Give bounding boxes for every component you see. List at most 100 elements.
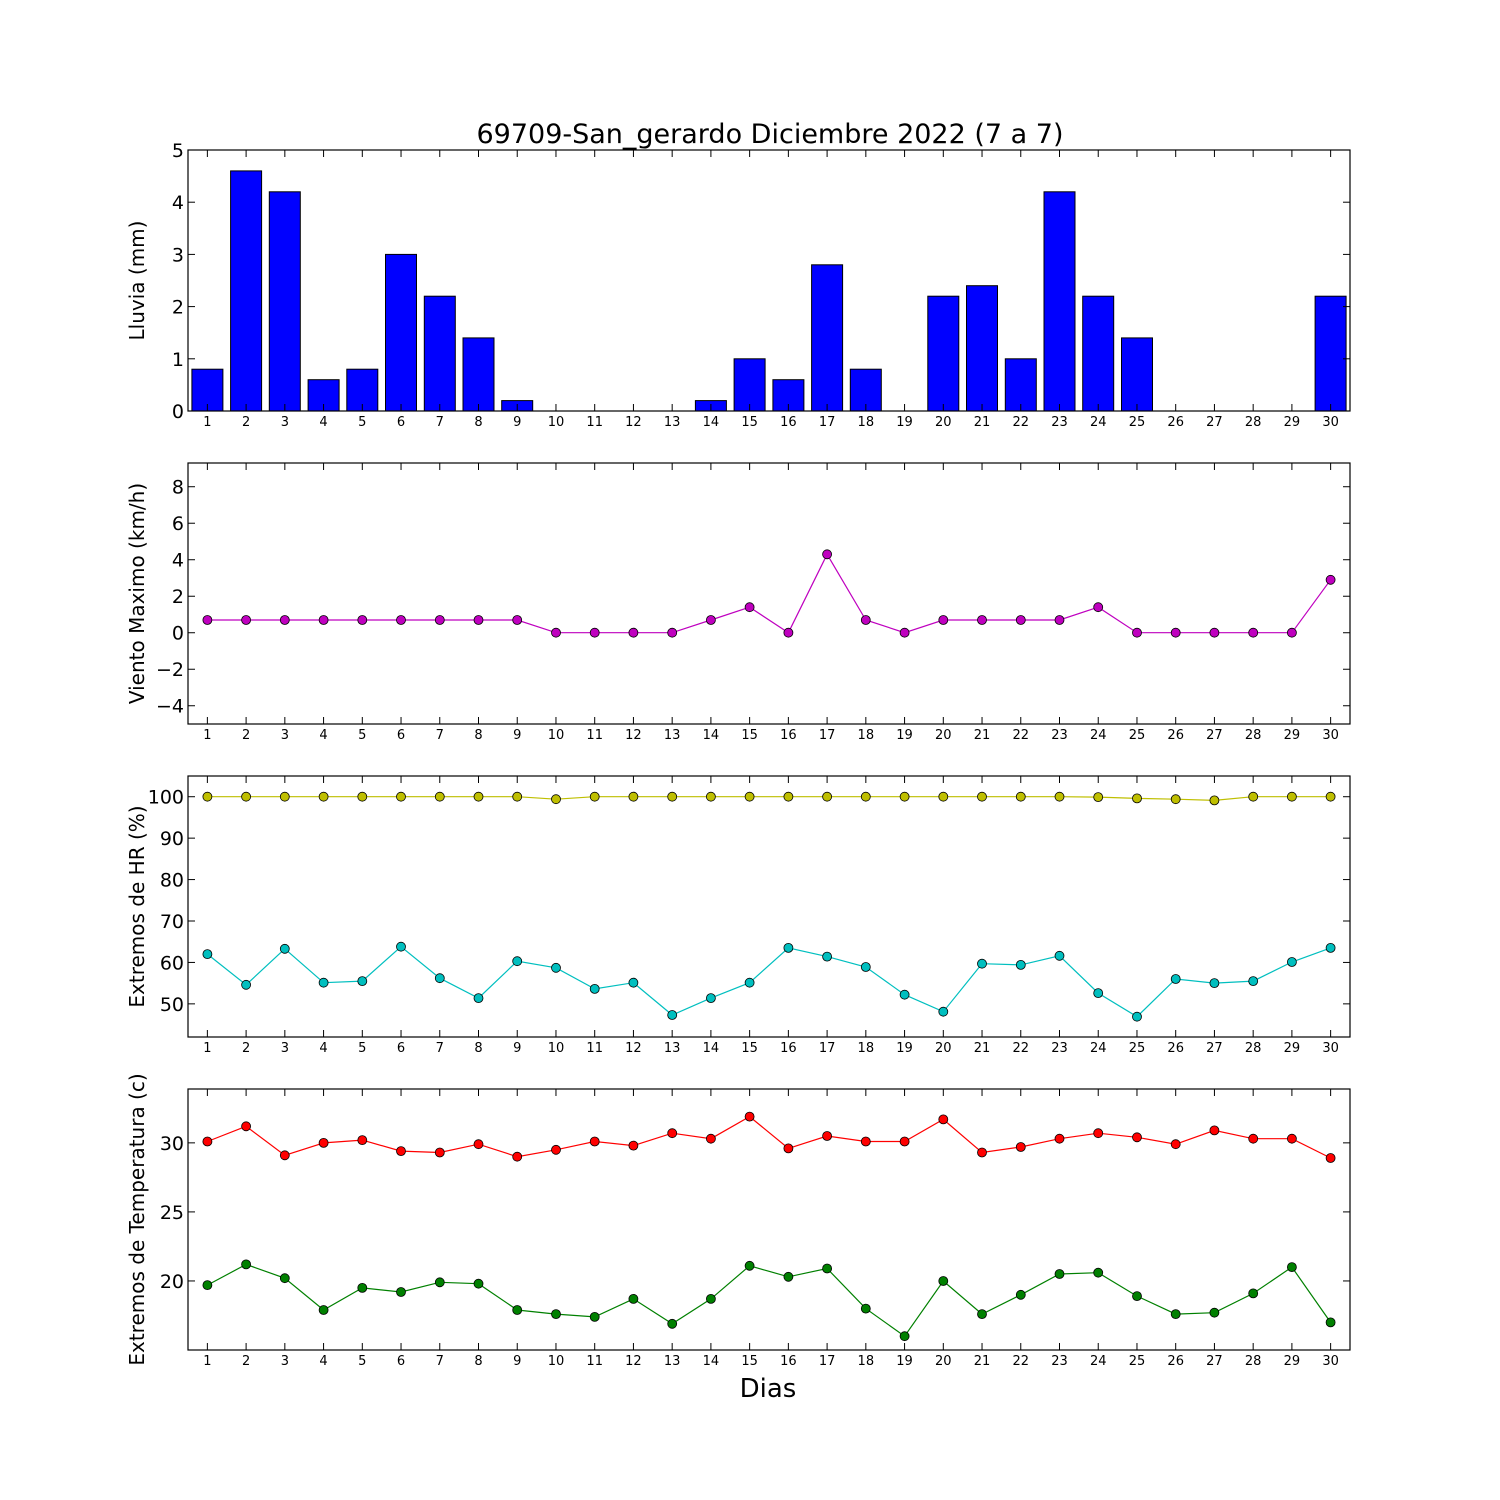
point-s1-day-22 <box>1015 1142 1026 1152</box>
point-s1-day-29 <box>1287 791 1297 802</box>
bar-day-24 <box>1082 295 1115 412</box>
x-tick-label: 14 <box>703 1041 720 1056</box>
point-s2-day-22 <box>1015 960 1026 970</box>
point-s2-day-26 <box>1170 1309 1181 1319</box>
y-tick-label: 80 <box>160 870 184 892</box>
point-s1-day-28 <box>1248 1133 1259 1144</box>
point-s1-day-18 <box>860 615 871 625</box>
x-tick-label: 7 <box>436 1354 444 1369</box>
point-s1-day-29 <box>1287 627 1297 638</box>
x-tick-label: 12 <box>625 1354 642 1369</box>
x-tick-label: 25 <box>1129 1041 1146 1056</box>
x-tick-label: 6 <box>397 415 405 430</box>
point-s1-day-20 <box>938 791 949 802</box>
x-tick-label: 5 <box>358 415 366 430</box>
point-s2-day-2 <box>241 1259 252 1270</box>
x-tick-label: 8 <box>474 415 482 430</box>
x-tick-label: 13 <box>664 1354 681 1369</box>
y-axis-label: Viento Maximo (km/h) <box>125 483 149 704</box>
x-tick-label: 1 <box>203 415 211 430</box>
point-s1-day-30 <box>1325 1153 1336 1163</box>
y-tick-label: 8 <box>172 477 184 499</box>
point-s1-day-21 <box>977 1147 987 1158</box>
x-tick-label: 19 <box>896 415 913 430</box>
point-s2-day-16 <box>783 1271 794 1282</box>
bar-day-6 <box>385 253 417 412</box>
point-s1-day-22 <box>1015 615 1026 625</box>
x-tick-label: 7 <box>436 728 444 743</box>
x-tick-label: 2 <box>242 1354 250 1369</box>
point-s1-day-15 <box>744 602 755 613</box>
y-tick-label: 100 <box>148 787 184 809</box>
x-tick-label: 1 <box>203 1041 211 1056</box>
point-s1-day-3 <box>279 791 290 802</box>
point-s1-day-21 <box>977 791 987 802</box>
point-s2-day-8 <box>473 1278 484 1289</box>
y-tick-label: 4 <box>172 550 184 572</box>
x-tick-label: 22 <box>1012 1041 1029 1056</box>
bar-day-21 <box>966 285 998 412</box>
point-s2-day-19 <box>899 1331 910 1342</box>
point-s1-day-6 <box>396 791 406 802</box>
point-s1-day-25 <box>1132 627 1142 638</box>
x-tick-label: 25 <box>1129 1354 1146 1369</box>
x-axis-label: Dias <box>740 1374 797 1404</box>
y-tick-label: 2 <box>172 586 184 608</box>
bar-day-30 <box>1314 295 1347 412</box>
point-s1-day-8 <box>473 615 484 625</box>
point-s1-day-12 <box>628 791 639 802</box>
y-tick-label: 60 <box>160 952 184 974</box>
point-s2-day-27 <box>1209 978 1220 988</box>
point-s2-day-30 <box>1325 943 1336 953</box>
x-tick-label: 10 <box>548 1041 565 1056</box>
x-tick-label: 17 <box>819 415 836 430</box>
y-tick-label: 25 <box>160 1202 184 1224</box>
point-s1-day-24 <box>1093 602 1104 613</box>
point-s2-day-12 <box>628 977 639 988</box>
bar-day-3 <box>268 191 301 412</box>
x-tick-label: 6 <box>397 728 405 743</box>
point-s1-day-4 <box>318 791 329 802</box>
x-tick-label: 30 <box>1322 415 1339 430</box>
y-tick-label: 3 <box>172 244 184 266</box>
point-s2-day-11 <box>589 1312 600 1322</box>
x-tick-label: 18 <box>858 728 875 743</box>
point-s1-day-20 <box>938 615 949 625</box>
point-s1-day-26 <box>1170 794 1181 805</box>
y-axis-label: Lluvia (mm) <box>125 221 149 341</box>
point-s1-day-11 <box>589 791 600 802</box>
x-tick-label: 27 <box>1206 1041 1223 1056</box>
x-tick-label: 30 <box>1322 1041 1339 1056</box>
y-tick-label: 2 <box>172 297 184 319</box>
point-s2-day-22 <box>1015 1289 1026 1300</box>
point-s1-day-2 <box>241 1121 252 1132</box>
x-tick-label: 27 <box>1206 1354 1223 1369</box>
point-s2-day-7 <box>434 1277 445 1288</box>
x-tick-label: 29 <box>1284 415 1301 430</box>
point-s2-day-25 <box>1132 1291 1142 1301</box>
point-s2-day-2 <box>241 979 252 990</box>
plot-frame <box>187 775 1351 1038</box>
series-line-2 <box>207 945 1331 1018</box>
point-s1-day-16 <box>783 1143 794 1154</box>
point-s1-day-11 <box>589 627 600 638</box>
point-s1-day-16 <box>783 791 794 802</box>
x-tick-label: 12 <box>625 415 642 430</box>
plot-frame <box>187 149 1351 412</box>
y-tick-label: 70 <box>160 911 184 933</box>
point-s1-day-11 <box>589 1136 600 1147</box>
y-axis-label: Extremos de HR (%) <box>125 805 149 1007</box>
x-tick-label: 2 <box>242 1041 250 1056</box>
point-s2-day-21 <box>977 1309 987 1319</box>
point-s1-day-23 <box>1054 791 1065 802</box>
point-s1-day-6 <box>396 1146 406 1156</box>
series-line-1 <box>207 1115 1331 1159</box>
plot-frame <box>187 1088 1351 1351</box>
point-s2-day-13 <box>667 1010 678 1020</box>
point-s2-day-6 <box>396 1287 406 1297</box>
point-s1-day-27 <box>1209 627 1220 638</box>
x-tick-label: 8 <box>474 1041 482 1056</box>
y-tick-label: 0 <box>172 401 184 423</box>
point-s2-day-18 <box>860 962 871 972</box>
